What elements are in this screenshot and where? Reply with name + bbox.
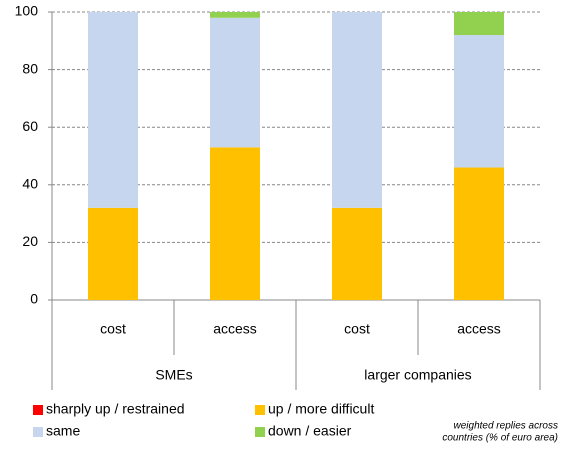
bar-segment xyxy=(332,12,382,208)
note-line: countries (% of euro area) xyxy=(442,433,558,444)
bar-segment xyxy=(210,12,260,18)
bar-segment xyxy=(332,207,382,300)
legend-label: sharply up / restrained xyxy=(46,401,185,417)
y-tick-label: 40 xyxy=(22,176,38,192)
group-label: SMEs xyxy=(155,367,192,383)
legend-label: down / easier xyxy=(268,423,352,439)
x-tick-label: access xyxy=(213,321,257,337)
y-tick-label: 20 xyxy=(22,233,38,249)
group-label: larger companies xyxy=(364,367,471,383)
bar-segment xyxy=(88,207,138,300)
x-tick-label: access xyxy=(457,321,501,337)
legend-swatch xyxy=(33,405,43,415)
legend-swatch xyxy=(33,427,43,437)
bar-segment xyxy=(210,147,260,300)
y-tick-label: 60 xyxy=(22,118,38,134)
legend-label: up / more difficult xyxy=(268,401,374,417)
bar-segment xyxy=(454,12,504,36)
legend-label: same xyxy=(46,423,80,439)
y-tick-label: 80 xyxy=(22,60,38,76)
bar-segment xyxy=(88,12,138,208)
y-tick-label: 100 xyxy=(15,3,39,19)
bar-segment xyxy=(210,17,260,148)
note-line: weighted replies across xyxy=(454,421,559,432)
y-tick-label: 0 xyxy=(30,291,38,307)
legend-swatch xyxy=(255,405,265,415)
legend-swatch xyxy=(255,427,265,437)
bar-segment xyxy=(454,167,504,300)
x-tick-label: cost xyxy=(344,321,370,337)
x-tick-label: cost xyxy=(100,321,126,337)
bar-segment xyxy=(454,35,504,168)
